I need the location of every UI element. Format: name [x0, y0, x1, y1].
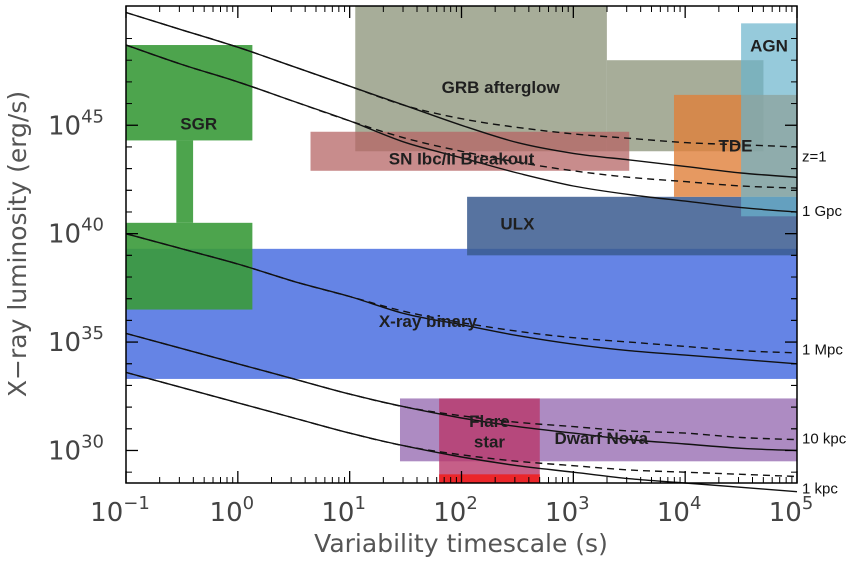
region-label-dwarf-nova: Dwarf Nova: [555, 429, 649, 448]
region-label-sn-ibc-ii-breakout: SN Ibc/II Breakout: [389, 149, 535, 168]
region-label-tde: TDE: [718, 136, 752, 155]
x-tick-label: 10−1: [90, 493, 150, 528]
curve-1-gpc-solid: [125, 44, 798, 213]
region-sgr-3: [176, 140, 194, 223]
region-label-agn: AGN: [750, 37, 788, 56]
right-label-10-kpc: 10 kpc: [802, 431, 847, 448]
y-tick-label: 1040: [48, 215, 104, 250]
curve-10-kpc-solid: [125, 332, 798, 452]
x-tick-label: 105: [769, 493, 814, 528]
y-axis-title: X−ray luminosity (erg/s): [3, 91, 32, 397]
right-label-1-kpc: 1 kpc: [802, 480, 838, 497]
curve-z-1-solid: [125, 11, 798, 178]
region-label-x-ray-binary: X-ray binary: [379, 312, 478, 331]
right-label-z-1: z=1: [802, 149, 827, 166]
curve-1-gpc-dashed: [125, 44, 798, 189]
region-sn-ibc-ii-breakout-7: [310, 131, 630, 171]
curve-1-mpc-solid: [125, 233, 798, 365]
x-tick-label: 102: [433, 493, 478, 528]
ticks-layer: 10−1 100 101 102 103 104 105 1030 1035 1040 1045: [48, 6, 813, 528]
region-sgr-2: [126, 222, 253, 310]
right-labels-layer: z=1 1 Gpc 1 Mpc 10 kpc 1 kpc: [802, 149, 847, 498]
curve-z-1-dashed: [125, 11, 798, 148]
region-flare-star-11: [439, 398, 540, 483]
right-label-1-gpc: 1 Gpc: [802, 203, 843, 220]
x-tick-label: 100: [210, 493, 255, 528]
region-label-grb-afterglow: GRB afterglow: [442, 78, 561, 97]
y-tick-label: 1030: [48, 431, 104, 466]
region-sgr-4: [126, 45, 253, 141]
x-axis-title: Variability timescale (s): [314, 529, 608, 558]
region-label-ulx: ULX: [500, 214, 535, 233]
curve-10-kpc-dashed: [125, 332, 798, 441]
region-label-sgr: SGR: [180, 115, 217, 134]
region-label-flare-star: Flare star: [469, 412, 510, 451]
region-labels-layer: X-ray binary ULX SGR GRB afterglow SN Ibc/II…: [180, 37, 788, 452]
x-tick-label: 101: [321, 493, 366, 528]
region-agn-9: [741, 23, 797, 217]
region-unnamed-12: [439, 474, 540, 483]
right-label-1-mpc: 1 Mpc: [802, 342, 843, 359]
y-tick-label: 1045: [48, 106, 104, 141]
regions-layer: [126, 6, 797, 483]
y-tick-label: 1035: [48, 323, 104, 358]
x-tick-label: 103: [545, 493, 590, 528]
region-grb-afterglow-5: [355, 6, 607, 152]
x-tick-label: 104: [657, 493, 702, 528]
